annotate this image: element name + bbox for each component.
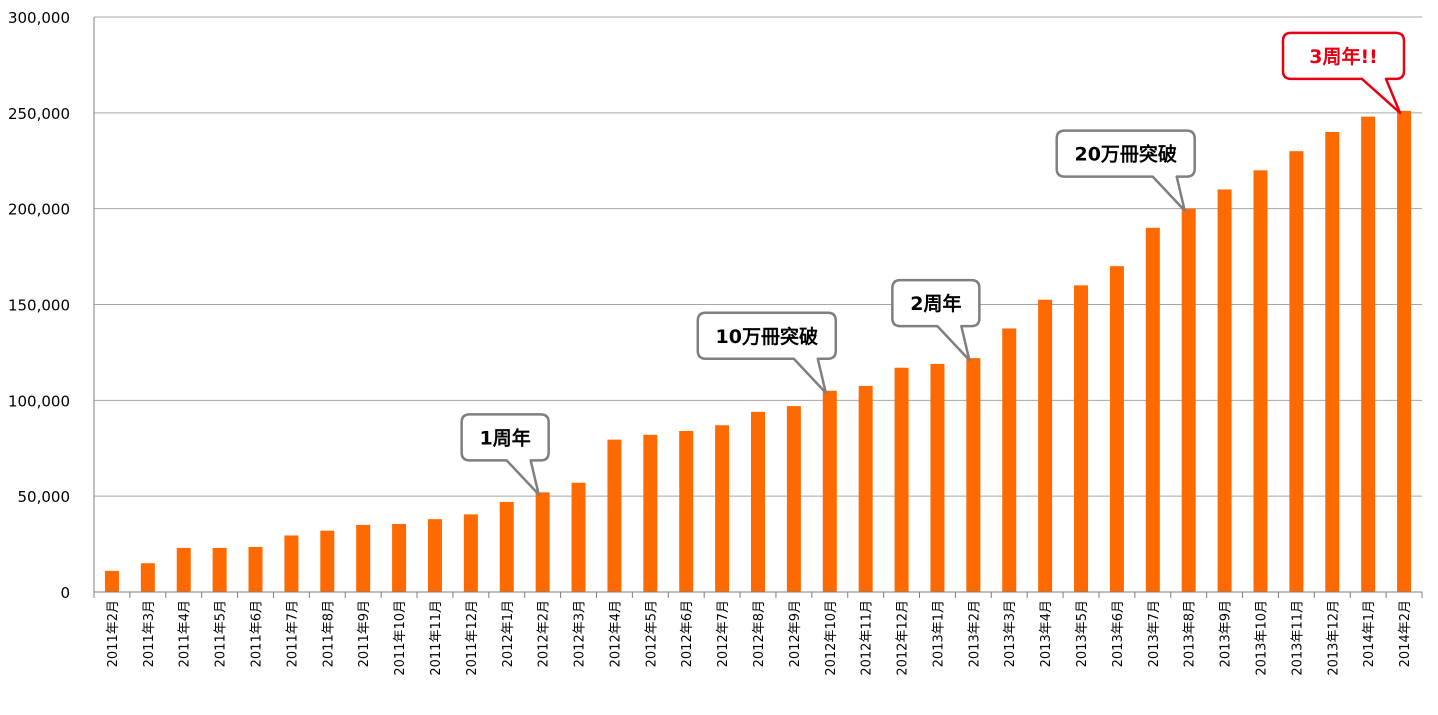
bar: [1289, 151, 1304, 592]
x-tick-label: 2011年5月: [214, 600, 229, 667]
x-tick-label: 2013年12月: [1326, 600, 1341, 676]
y-tick-label: 300,000: [8, 9, 70, 27]
bar: [1109, 266, 1124, 592]
y-tick-label: 250,000: [8, 105, 70, 123]
x-tick-label: 2014年2月: [1398, 600, 1413, 667]
x-tick-label: 2013年11月: [1290, 600, 1305, 676]
x-tick-label: 2012年6月: [680, 600, 695, 667]
axes: [93, 17, 1423, 598]
x-tick-label: 2011年7月: [285, 600, 300, 667]
y-tick-label: 0: [60, 584, 70, 602]
bar: [535, 492, 550, 592]
bar: [930, 363, 945, 592]
bar: [1038, 299, 1053, 592]
callout-bubble: [1281, 31, 1406, 115]
gridlines: [94, 16, 1422, 593]
bar: [607, 439, 622, 592]
x-tick-label: 2013年1月: [931, 600, 946, 667]
bar: [1181, 208, 1196, 592]
bar: [1002, 328, 1017, 592]
x-tick-label: 2011年3月: [142, 600, 157, 667]
callout-label: 2周年: [910, 292, 961, 315]
bar: [392, 523, 407, 592]
callout-bubble: [696, 311, 838, 394]
bar: [284, 535, 299, 592]
x-tick-label: 2014年1月: [1362, 600, 1377, 667]
x-tick-label: 2012年9月: [788, 600, 803, 667]
x-tick-label: 2012年3月: [573, 600, 588, 667]
x-tick-label: 2011年10月: [393, 600, 408, 676]
bar: [1074, 285, 1089, 592]
callout-label: 20万冊突破: [1074, 143, 1176, 166]
bar: [1217, 189, 1232, 592]
bar: [786, 406, 801, 592]
x-tick-label: 2013年3月: [1003, 600, 1018, 667]
x-tick-label: 2012年2月: [537, 600, 552, 667]
callout-bubble: [1055, 129, 1196, 212]
bar: [248, 546, 263, 592]
bar: [1145, 227, 1160, 593]
bar: [1253, 170, 1268, 593]
x-tick-label: 2012年8月: [752, 600, 767, 667]
bar: [715, 425, 730, 592]
x-tick-label: 2012年7月: [716, 600, 731, 667]
bar: [679, 431, 694, 592]
x-tick-label: 2013年9月: [1219, 600, 1234, 667]
callout-label: 3周年!!: [1309, 45, 1378, 68]
bar: [751, 411, 765, 592]
bar: [176, 547, 191, 592]
y-axis-tick-labels: 0 50,000 100,000 150,000 200,000 250,000 300,0…: [8, 9, 70, 602]
x-tick-label: 2013年2月: [967, 600, 982, 667]
bar: [463, 514, 478, 592]
x-tick-label: 2012年5月: [644, 600, 659, 667]
y-tick-label: 200,000: [8, 201, 70, 219]
x-tick-label: 2011年8月: [321, 600, 336, 667]
callouts: 1周年 10万冊突破 2周年 20万冊突破 3周年!!: [460, 31, 1406, 496]
bar: [427, 519, 442, 592]
bar: [858, 385, 873, 592]
x-tick-label: 2012年12月: [896, 600, 911, 676]
bar: [140, 563, 155, 592]
bar: [966, 358, 981, 592]
y-tick-label: 150,000: [8, 297, 70, 315]
x-tick-label: 2011年6月: [250, 600, 265, 667]
x-tick-label: 2011年12月: [465, 600, 480, 676]
bar: [822, 390, 837, 592]
y-tick-label: 50,000: [18, 488, 71, 506]
bar: [356, 524, 371, 592]
x-tick-label: 2011年2月: [106, 600, 121, 667]
x-tick-label: 2012年1月: [501, 600, 516, 667]
x-tick-label: 2013年10月: [1254, 600, 1269, 676]
y-tick-label: 100,000: [8, 392, 70, 410]
x-tick-label: 2013年7月: [1147, 600, 1162, 667]
callout-bubble: [891, 278, 981, 362]
x-tick-label: 2011年4月: [178, 600, 193, 667]
callout-bubble: [460, 413, 550, 496]
bar: [894, 367, 909, 592]
x-tick-label: 2012年10月: [824, 600, 839, 676]
x-tick-label: 2012年4月: [608, 600, 623, 667]
x-tick-label: 2013年4月: [1039, 600, 1054, 667]
x-tick-label: 2013年5月: [1075, 600, 1090, 667]
callout-label: 1周年: [480, 426, 531, 449]
bar: [212, 547, 227, 592]
bars: [104, 110, 1412, 593]
bar: [104, 570, 119, 592]
x-axis-tick-labels: 2011年2月 2011年3月 2011年4月 2011年5月 2011年6月 2011年…: [106, 600, 1413, 676]
callout-label: 10万冊突破: [716, 325, 818, 348]
bar: [499, 501, 514, 592]
bar: [643, 434, 658, 592]
bar: [1361, 116, 1376, 593]
x-tick-label: 2012年11月: [860, 600, 875, 676]
bar: [1325, 132, 1340, 592]
x-tick-label: 2013年6月: [1111, 600, 1126, 667]
x-tick-label: 2011年11月: [429, 600, 444, 676]
bar: [1397, 110, 1412, 593]
bar: [320, 530, 335, 592]
bar: [571, 482, 586, 592]
x-tick-label: 2011年9月: [357, 600, 372, 667]
x-tick-label: 2013年8月: [1183, 600, 1198, 667]
